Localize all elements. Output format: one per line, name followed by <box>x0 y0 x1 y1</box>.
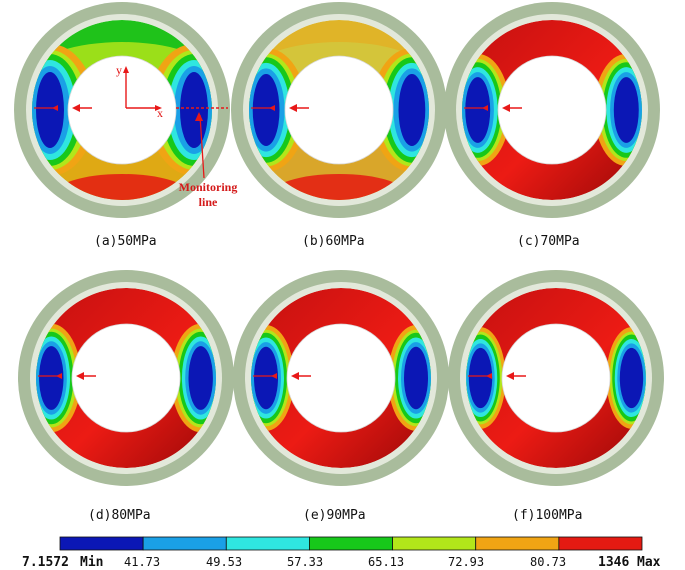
monitor-arrowhead-small <box>52 105 58 111</box>
monitor-arrowhead <box>289 104 297 112</box>
tunnel-opening <box>501 323 611 433</box>
stress-field <box>462 20 642 200</box>
axis-x-arrowhead <box>155 105 162 111</box>
colorbar-segment-2 <box>225 536 310 551</box>
colorbar-segment-3 <box>309 536 393 551</box>
colorbar-segment-5 <box>475 536 560 551</box>
legend-tick-5: 72.93 <box>448 555 485 569</box>
legend-max-label: Max <box>637 555 661 570</box>
legend-tick-1: 41.73 <box>124 555 161 569</box>
right-lobe-5 <box>619 347 644 409</box>
tunnel-opening <box>284 55 394 165</box>
legend-tick-3: 57.33 <box>287 555 324 569</box>
left-lobe-5 <box>254 346 278 410</box>
callout-leader <box>199 114 205 179</box>
monitor-arrowhead <box>72 104 80 112</box>
colorbar <box>59 536 643 551</box>
colorbar-segment-4 <box>392 536 477 551</box>
right-lobe-5 <box>398 74 426 146</box>
tunnel-opening <box>67 55 177 165</box>
axis-y-arrowhead <box>123 66 129 73</box>
right-lobe-5 <box>404 346 428 410</box>
left-lobe-5 <box>36 72 64 148</box>
monitor-arrowhead-small <box>269 105 275 111</box>
right-lobe-5 <box>180 72 208 148</box>
stress-band-edge <box>269 174 409 200</box>
contour-panel-a <box>14 2 230 218</box>
monitoring-line-label: Monitoring line <box>168 180 248 210</box>
axis-y-label: y <box>116 63 122 77</box>
legend-tick-6: 80.73 <box>530 555 567 569</box>
tunnel-opening <box>71 323 181 433</box>
stress-field <box>251 288 431 468</box>
left-lobe-5 <box>252 74 280 146</box>
left-lobe-5 <box>39 346 64 410</box>
monitor-arrowhead <box>291 372 299 380</box>
legend-min-label: Min <box>80 555 104 570</box>
monitor-arrowhead-small <box>482 105 488 111</box>
tunnel-opening <box>497 55 607 165</box>
left-lobe-5 <box>468 347 493 409</box>
tunnel-opening <box>286 323 396 433</box>
caption-e: (e)90MPa <box>303 508 366 523</box>
contour-panel-f <box>448 270 664 486</box>
contour-panel-d <box>18 270 234 486</box>
contour-panel-b <box>231 2 447 218</box>
caption-c: (c)70MPa <box>517 234 580 249</box>
monitoring-line-label-2: line <box>198 195 218 209</box>
legend-tick-2: 49.53 <box>206 555 243 569</box>
caption-b: (b)60MPa <box>302 234 365 249</box>
monitor-arrowhead-small <box>56 373 62 379</box>
monitor-arrowhead <box>76 372 84 380</box>
monitoring-line-label-1: Monitoring <box>178 180 238 194</box>
colorbar-segment-0 <box>59 536 144 551</box>
colorbar-segment-6 <box>558 536 643 551</box>
monitor-arrowhead-small <box>486 373 492 379</box>
monitor-arrowhead <box>506 372 514 380</box>
stress-band-edge <box>52 174 192 200</box>
caption-d: (d)80MPa <box>88 508 151 523</box>
legend-min-value: 7.1572 <box>22 555 69 570</box>
legend-max-value: 1346 <box>598 555 630 570</box>
caption-a: (a)50MPa <box>94 234 157 249</box>
right-lobe-5 <box>613 77 639 143</box>
axis-x-label: x <box>157 106 163 120</box>
contour-panel-e <box>233 270 449 486</box>
callout-arrowhead <box>195 112 203 121</box>
monitor-arrowhead-small <box>271 373 277 379</box>
right-lobe-5 <box>188 346 213 410</box>
colorbar-segment-1 <box>142 536 227 551</box>
legend-tick-4: 65.13 <box>368 555 405 569</box>
monitor-arrowhead <box>502 104 510 112</box>
contour-panel-c <box>444 2 660 218</box>
caption-f: (f)100MPa <box>512 508 583 523</box>
left-lobe-5 <box>465 77 491 143</box>
